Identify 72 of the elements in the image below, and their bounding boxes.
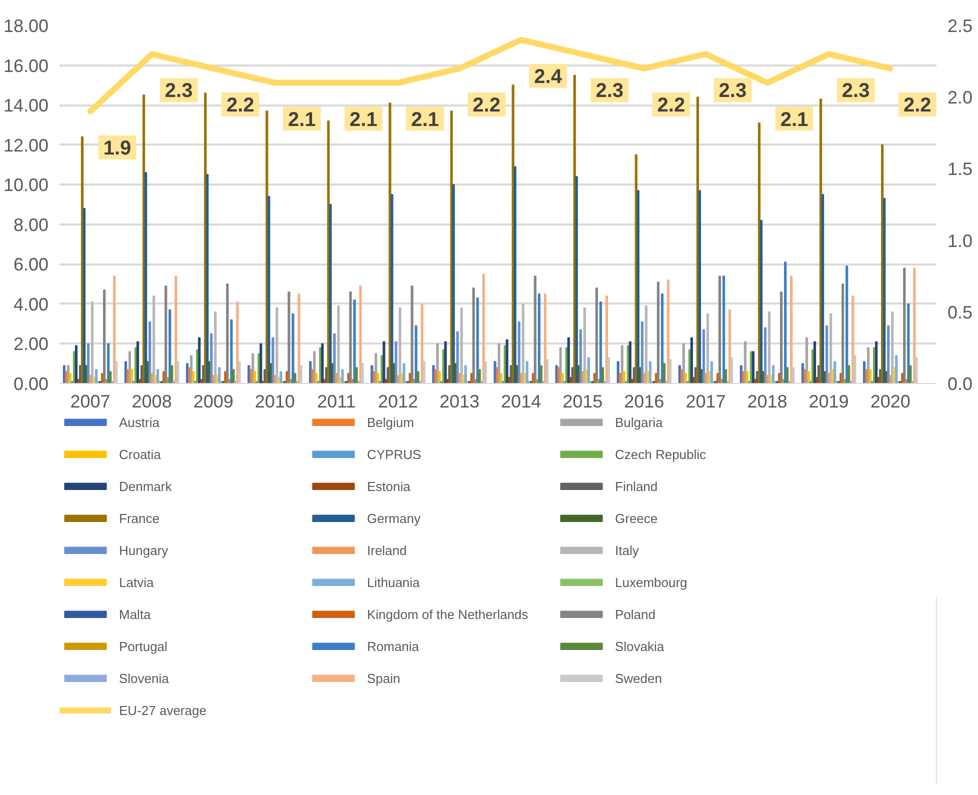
legend-label: Italy <box>615 542 640 560</box>
data-label: 2.1 <box>288 108 316 131</box>
legend-label: Slovenia <box>119 670 170 688</box>
legend-label: Latvia <box>119 574 155 592</box>
legend-label: Ireland <box>367 542 408 560</box>
y-tick-label: 14.00 <box>3 96 49 116</box>
legend-label: Poland <box>615 606 656 624</box>
y-tick-label: 2.00 <box>13 334 49 354</box>
legend-label: Denmark <box>119 478 173 496</box>
data-label: 2.4 <box>534 66 563 88</box>
data-label: 2.3 <box>842 80 870 102</box>
legend-label: Lithuania <box>367 574 421 592</box>
legend-label: Slovakia <box>615 638 666 656</box>
y-tick-label: 10.00 <box>3 175 49 196</box>
legend-label: Kingdom of the Netherlands <box>367 606 530 624</box>
y-tick-label: 6.00 <box>13 254 49 275</box>
legend-label: CYPRUS <box>367 446 422 464</box>
legend-label: Portugal <box>119 638 168 656</box>
x-tick-label: 2010 <box>254 392 295 412</box>
y2-tick-label: 0.5 <box>948 302 973 322</box>
x-tick-label: 2020 <box>870 392 910 412</box>
data-label: 2.3 <box>164 80 193 102</box>
legend-label: Sweden <box>615 670 663 688</box>
legend-label: Germany <box>367 510 422 528</box>
x-tick-label: 2019 <box>808 392 849 412</box>
data-label: 2.1 <box>350 108 378 131</box>
y2-tick-label: 0.0 <box>948 374 973 394</box>
legend-label: Malta <box>119 606 152 624</box>
y2-tick-label: 2.0 <box>948 88 973 108</box>
legend-label: Czech Republic <box>615 446 708 464</box>
y2-tick-label: 2.5 <box>948 16 973 36</box>
x-tick-label: 2017 <box>686 392 726 412</box>
legend-label: France <box>119 510 160 528</box>
x-tick-label: 2007 <box>70 392 110 412</box>
legend-label: Greece <box>615 510 659 528</box>
legend-label: Romania <box>367 638 420 656</box>
y-tick-label: 18.00 <box>3 16 49 36</box>
legend-label: Croatia <box>119 446 162 464</box>
x-tick-label: 2014 <box>501 392 542 412</box>
y2-tick-label: 1.0 <box>948 230 973 251</box>
legend-label: Finland <box>615 478 659 496</box>
y-tick-label: 12.00 <box>3 135 49 156</box>
legend-label: Austria <box>119 414 160 432</box>
legend-label: Bulgaria <box>615 414 664 432</box>
legend-label: EU-27 average <box>119 702 208 720</box>
x-tick-label: 2009 <box>193 392 234 412</box>
y-tick-label: 8.00 <box>13 214 49 235</box>
data-label: 2.1 <box>411 108 439 131</box>
x-tick-label: 2015 <box>562 392 603 412</box>
x-tick-label: 2011 <box>317 392 356 412</box>
legend-label: Luxembourg <box>615 574 688 592</box>
x-tick-label: 2018 <box>747 392 788 412</box>
x-tick-label: 2008 <box>132 392 172 412</box>
data-label: 2.2 <box>472 94 500 116</box>
data-label: 2.3 <box>596 80 624 102</box>
legend-label: Spain <box>367 670 402 688</box>
data-label: 2.3 <box>718 80 747 102</box>
data-label: 2.2 <box>657 94 686 116</box>
y-tick-label: 16.00 <box>3 56 49 76</box>
legend-label: Hungary <box>119 542 170 560</box>
data-label: 2.2 <box>903 94 932 116</box>
data-label: 1.9 <box>103 137 132 160</box>
y-tick-label: 0.00 <box>13 374 49 394</box>
y2-tick-label: 1.5 <box>948 159 973 180</box>
legend-label: Belgium <box>367 414 415 432</box>
legend-label: Estonia <box>367 478 412 496</box>
data-label: 2.1 <box>780 108 808 131</box>
y-tick-label: 4.00 <box>13 294 49 314</box>
x-tick-label: 2016 <box>624 392 664 412</box>
x-tick-label: 2012 <box>378 392 418 412</box>
data-label: 2.2 <box>226 94 254 116</box>
x-tick-label: 2013 <box>440 392 480 412</box>
